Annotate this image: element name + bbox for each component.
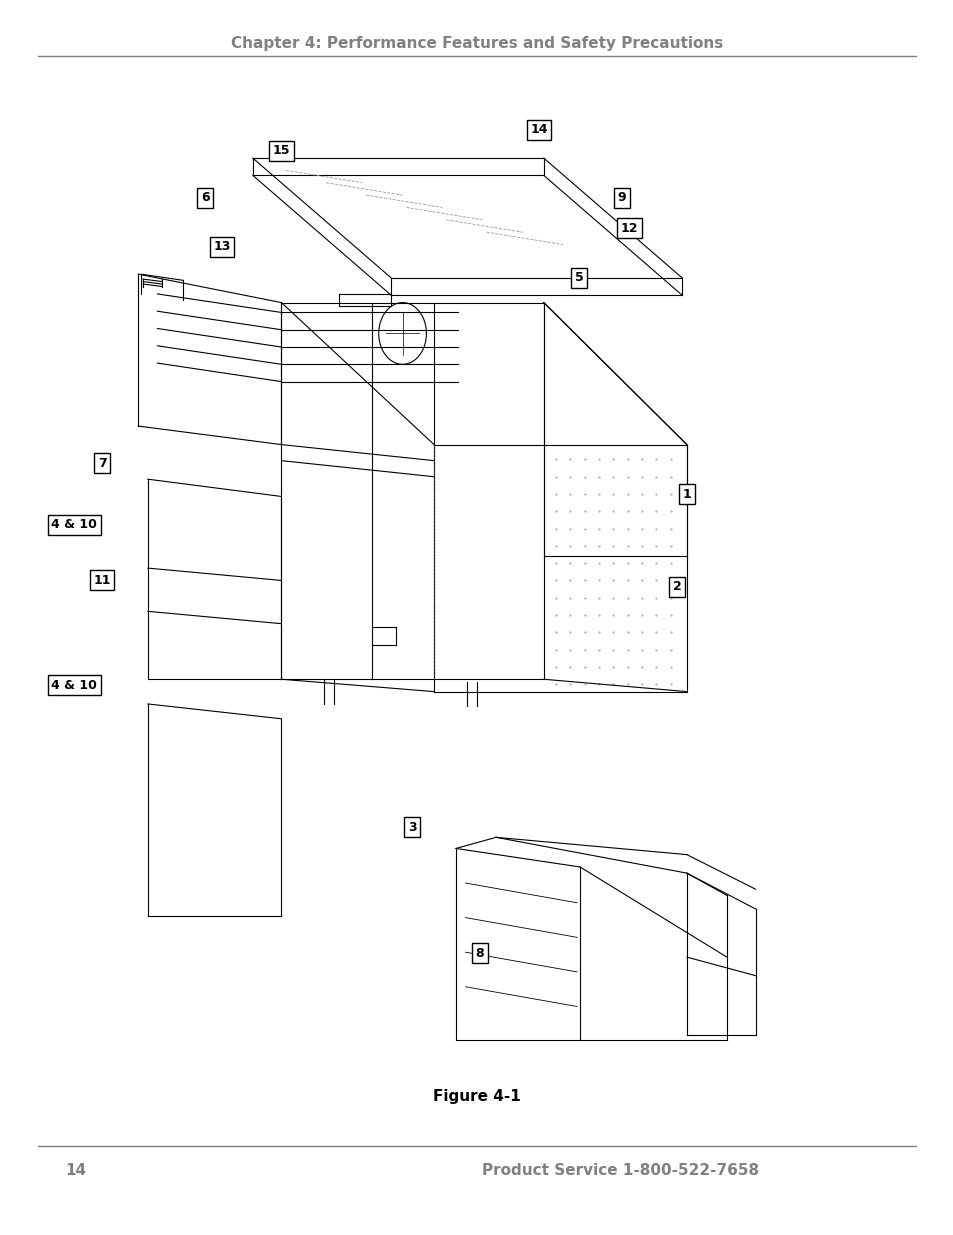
Text: 12: 12 — [620, 222, 638, 235]
Text: 15: 15 — [273, 144, 290, 157]
Text: 14: 14 — [66, 1163, 87, 1178]
Text: Chapter 4: Performance Features and Safety Precautions: Chapter 4: Performance Features and Safe… — [231, 36, 722, 51]
Text: 1: 1 — [681, 488, 691, 500]
Text: 8: 8 — [475, 947, 484, 960]
Text: 14: 14 — [530, 124, 547, 136]
Text: 13: 13 — [213, 241, 231, 253]
Text: 7: 7 — [97, 457, 107, 469]
Text: 11: 11 — [93, 574, 111, 587]
Text: 2: 2 — [672, 580, 681, 593]
Text: 9: 9 — [617, 191, 626, 204]
Text: 5: 5 — [574, 272, 583, 284]
Text: 6: 6 — [200, 191, 210, 204]
Text: Figure 4-1: Figure 4-1 — [433, 1089, 520, 1104]
Text: 3: 3 — [407, 821, 416, 834]
Text: 4 & 10: 4 & 10 — [51, 519, 97, 531]
Text: Product Service 1-800-522-7658: Product Service 1-800-522-7658 — [481, 1163, 758, 1178]
Text: 4 & 10: 4 & 10 — [51, 679, 97, 692]
